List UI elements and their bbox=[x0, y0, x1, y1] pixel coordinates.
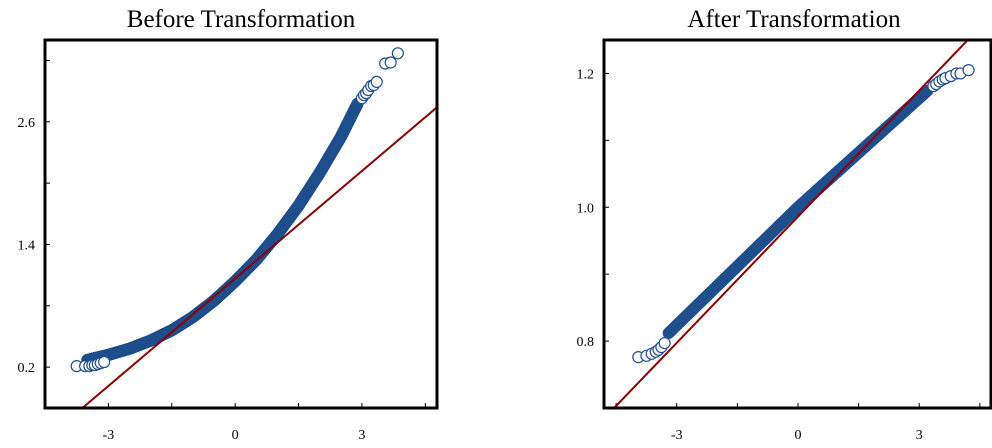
data-point bbox=[391, 47, 404, 60]
x-tick-label: 0 bbox=[795, 428, 802, 443]
panel-after: After Transformation -3 0 3 0.8 1.0 1.2 bbox=[577, 6, 992, 443]
panel-before: Before Transformation -3 0 3 0.2 1.4 2.6 bbox=[18, 6, 439, 443]
y-tick-label: 2.6 bbox=[18, 116, 36, 131]
x-tick-label: -3 bbox=[671, 428, 683, 443]
reference-line-after bbox=[613, 40, 969, 408]
data-point bbox=[98, 355, 111, 369]
x-tick-label: 3 bbox=[916, 428, 923, 443]
plot-frame-after bbox=[602, 38, 992, 410]
y-tick-label: 1.2 bbox=[577, 67, 595, 82]
data-point bbox=[658, 336, 671, 350]
data-point bbox=[384, 56, 397, 69]
y-tick-label: 1.0 bbox=[577, 201, 595, 216]
y-tick-label: 1.4 bbox=[18, 238, 36, 253]
tick-labels-before: -3 0 3 0.2 1.4 2.6 bbox=[18, 116, 366, 443]
x-tick-label: 0 bbox=[232, 428, 239, 443]
y-tick-label: 0.2 bbox=[18, 361, 36, 376]
chart-title-before: Before Transformation bbox=[127, 6, 356, 33]
tick-group-after bbox=[604, 72, 981, 408]
data-points-after bbox=[632, 64, 975, 364]
dense-band-before bbox=[81, 97, 364, 366]
dense-band-after bbox=[662, 84, 934, 340]
x-tick-label: 3 bbox=[358, 428, 365, 443]
chart-title-after: After Transformation bbox=[687, 6, 901, 33]
reference-line-before bbox=[80, 105, 438, 408]
tick-labels-after: -3 0 3 0.8 1.0 1.2 bbox=[577, 67, 923, 443]
data-point bbox=[962, 64, 975, 77]
x-tick-label: -3 bbox=[103, 428, 115, 443]
y-tick-label: 0.8 bbox=[577, 335, 595, 350]
data-points-before bbox=[70, 47, 404, 373]
plot-frame-before bbox=[43, 38, 439, 410]
data-point bbox=[370, 75, 383, 89]
